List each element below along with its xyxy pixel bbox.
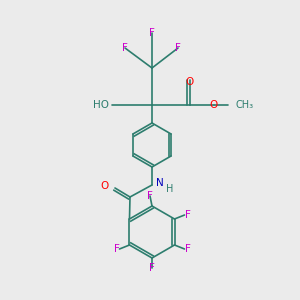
Text: F: F: [175, 43, 181, 53]
Text: F: F: [149, 263, 155, 273]
Text: F: F: [184, 210, 190, 220]
Text: F: F: [147, 191, 153, 201]
Text: F: F: [184, 244, 190, 254]
Text: O: O: [101, 181, 109, 191]
Text: CH₃: CH₃: [235, 100, 253, 110]
Text: O: O: [186, 77, 194, 87]
Text: F: F: [122, 43, 128, 53]
Text: O: O: [210, 100, 218, 110]
Text: F: F: [114, 244, 119, 254]
Text: HO: HO: [93, 100, 109, 110]
Text: H: H: [166, 184, 174, 194]
Text: N: N: [156, 178, 164, 188]
Text: F: F: [149, 28, 155, 38]
